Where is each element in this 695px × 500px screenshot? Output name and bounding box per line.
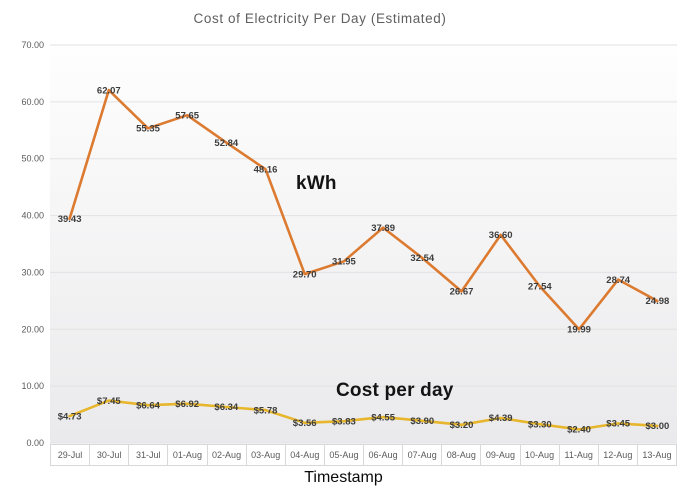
data-label: $3.20 <box>450 420 474 431</box>
x-axis-category: 29-Jul <box>51 445 91 465</box>
data-label: 57.65 <box>175 110 199 121</box>
data-label: 31.95 <box>332 257 356 268</box>
x-axis-category: 09-Aug <box>481 445 521 465</box>
x-axis-category: 01-Aug <box>168 445 208 465</box>
x-axis-category: 10-Aug <box>521 445 560 465</box>
series-label-kwh: kWh <box>296 173 337 194</box>
x-axis-category: 12-Aug <box>599 445 638 465</box>
x-axis-category: 11-Aug <box>560 445 599 465</box>
data-label: $3.30 <box>528 419 552 430</box>
x-axis-category: 08-Aug <box>442 445 482 465</box>
data-label: $3.83 <box>332 416 356 427</box>
data-label: $5.78 <box>254 405 278 416</box>
data-label: 62.07 <box>97 85 121 96</box>
data-label: $4.73 <box>58 411 82 422</box>
data-label: 37.89 <box>371 223 395 234</box>
x-axis-category: 04-Aug <box>286 445 325 465</box>
x-axis-category: 02-Aug <box>208 445 247 465</box>
data-label: $3.00 <box>646 421 670 432</box>
data-label: 19.99 <box>567 325 591 336</box>
y-axis-tick-label: 60.00 <box>21 97 44 107</box>
data-label: $6.34 <box>214 402 238 413</box>
x-axis-category: 13-Aug <box>638 445 677 465</box>
data-label: $3.45 <box>606 419 630 430</box>
y-axis-tick-label: 30.00 <box>21 267 44 277</box>
y-axis-tick-label: 20.00 <box>21 324 44 334</box>
data-label: 55.35 <box>136 124 160 135</box>
data-label: $4.39 <box>489 413 513 424</box>
data-label: 24.98 <box>646 296 670 307</box>
data-label: 28.74 <box>606 275 630 286</box>
data-label: 32.54 <box>410 253 434 264</box>
chart-canvas: 0.00 10.00 20.00 30.00 40.00 50.00 60.00 70.00 3… <box>21 40 677 448</box>
data-label: 48.16 <box>254 164 278 175</box>
data-label: $7.45 <box>97 396 121 407</box>
data-label: 39.43 <box>58 214 82 225</box>
x-axis-category: 07-Aug <box>403 445 443 465</box>
y-axis-tick-label: 70.00 <box>21 40 44 50</box>
data-label: 29.70 <box>293 269 317 280</box>
data-label: $3.90 <box>410 416 434 427</box>
data-label: $3.56 <box>293 418 317 429</box>
data-label: 27.54 <box>528 282 552 293</box>
y-axis-tick-label: 40.00 <box>21 211 44 221</box>
data-label: $6.92 <box>175 399 199 410</box>
y-axis-tick-label: 0.00 <box>26 438 44 448</box>
y-axis-tick-label: 50.00 <box>21 154 44 164</box>
data-label: 36.60 <box>489 230 513 241</box>
x-axis-category: 31-Jul <box>129 445 169 465</box>
data-label: $6.64 <box>136 400 160 411</box>
x-axis-category: 03-Aug <box>247 445 286 465</box>
series-line-cost-per-day <box>68 399 659 431</box>
series-label-cost-per-day: Cost per day <box>336 380 454 401</box>
x-axis-category-row: 29-Jul 30-Jul 31-Jul 01-Aug 02-Aug 03-Aug 04-A… <box>50 444 677 466</box>
y-axis-tick-label: 10.00 <box>21 381 44 391</box>
x-axis-category: 30-Jul <box>90 445 130 465</box>
x-axis-category: 06-Aug <box>364 445 404 465</box>
series-line-kwh <box>68 88 659 331</box>
data-label: 52.84 <box>214 138 238 149</box>
data-label: 26.67 <box>450 287 474 298</box>
x-axis-category: 05-Aug <box>325 445 364 465</box>
x-axis-title: Timestamp <box>304 469 383 486</box>
chart-title: Cost of Electricity Per Day (Estimated) <box>193 11 447 26</box>
data-label: $2.40 <box>567 425 591 436</box>
data-label: $4.55 <box>371 412 395 423</box>
